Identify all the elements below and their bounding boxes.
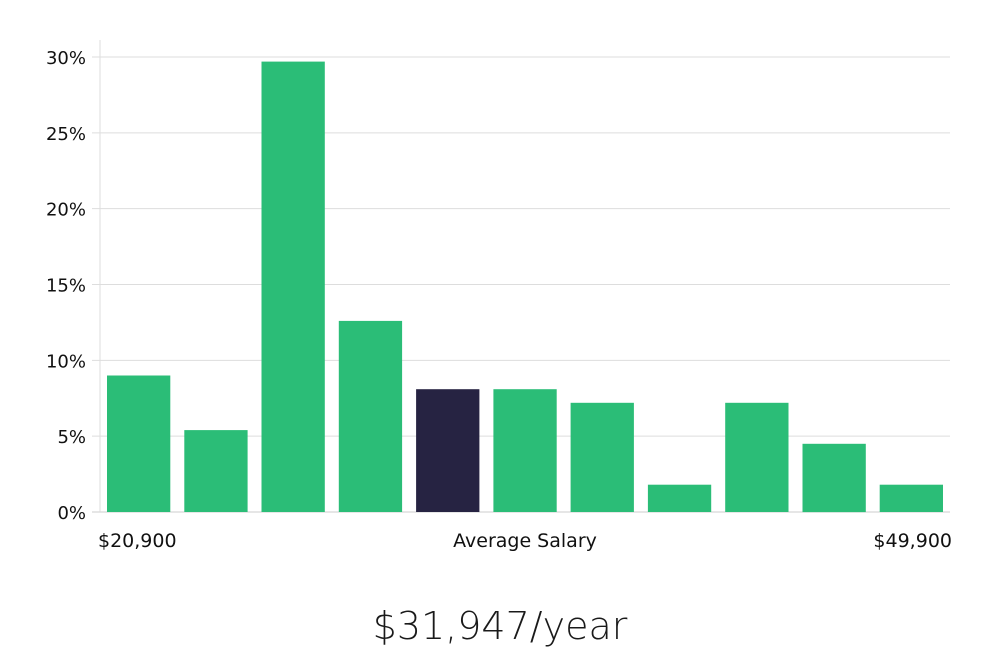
bar [107, 375, 171, 512]
y-tick-label: 25% [46, 124, 86, 145]
y-tick-label: 0% [57, 503, 86, 524]
bar [338, 320, 403, 512]
bar [725, 402, 789, 512]
y-tick-label: 5% [57, 427, 86, 448]
bar [879, 484, 943, 512]
bar [647, 484, 712, 512]
x-axis-title: Average Salary [453, 530, 597, 552]
salary-histogram-chart: 0% 5% 10% 15% 20% 25% 30% $20,900 Average Sala… [46, 40, 952, 552]
bar-highlighted [416, 389, 480, 512]
x-axis-min-label: $20,900 [98, 530, 177, 552]
bar [802, 443, 866, 513]
y-axis-tick-labels: 0% 5% 10% 15% 20% 25% 30% [46, 48, 86, 524]
bars [107, 61, 943, 513]
y-tick-label: 30% [46, 48, 86, 69]
x-axis-max-label: $49,900 [873, 530, 952, 552]
bar [493, 389, 557, 512]
y-tick-label: 10% [46, 351, 86, 372]
y-tick-label: 15% [46, 276, 86, 297]
average-salary-value: $31,947/year [372, 604, 628, 648]
y-tick-label: 20% [46, 200, 86, 221]
bar [570, 402, 634, 512]
bar [184, 430, 248, 512]
bar [261, 61, 325, 512]
